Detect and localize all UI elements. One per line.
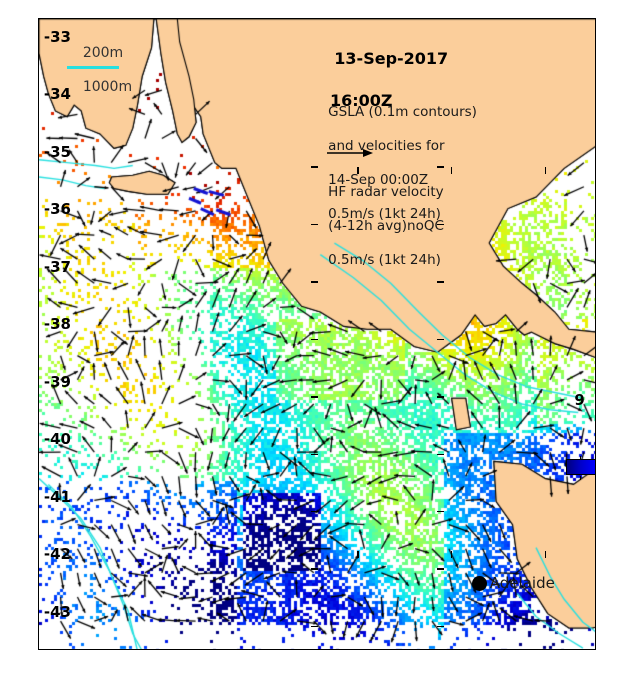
y-tick-label: -35 [43,142,71,161]
city-dot-icon [472,576,488,592]
y-tick-mark [436,223,444,226]
y-tick-label: -36 [43,200,71,219]
hf-radar-annotation: HF radar velocity (4-12h avg)noQC 0.5m/s… [311,166,595,628]
x-tick-mark [450,551,453,558]
hfradar-line-2: (4-12h avg)noQC [328,218,444,234]
y-tick-label: -43 [43,602,71,621]
y-tick-label: -40 [43,430,71,449]
bathymetry-key: 200m 1000m [65,28,132,113]
city-label: Adelaide [489,573,555,592]
timestamp-time: 16:00Z [330,91,393,110]
hfradar-line-1: HF radar velocity [328,184,444,200]
y-tick-label: -37 [43,257,71,276]
y-tick-mark [436,453,444,456]
y-tick-mark [311,223,318,226]
gsla-reference-arrow-icon [327,149,373,157]
gsla-line-2: and velocities for [328,138,445,154]
x-tick-mark [357,167,359,174]
colorbar: 4h comp, p50, all sats 91011121314151617 [566,371,595,543]
y-tick-mark [436,338,444,341]
x-tick-mark [357,551,359,558]
map-canvas [39,19,595,649]
y-tick-mark [311,338,318,341]
bathymetry-200m-label: 200m [82,45,124,61]
x-tick-mark [544,551,547,558]
y-tick-mark [311,166,318,168]
x-tick-mark [450,167,453,174]
bathymetry-contour-swatch [67,66,119,69]
colorbar-tick-label: 9 [574,391,585,409]
bathymetry-1000m-label: 1000m [82,79,133,95]
map-plot-frame: 200m 1000m 13-Sep-2017 16:00Z GSLA (0.1m… [38,18,596,650]
gsla-line-1: GSLA (0.1m contours) [328,104,477,120]
y-tick-mark [436,568,444,570]
x-tick-mark [544,167,547,174]
colorbar-tick [579,476,582,480]
hfradar-line-3: 0.5m/s (1kt 24h) [328,252,441,268]
y-tick-mark [311,625,318,628]
y-tick-mark [436,625,444,628]
y-tick-mark [311,453,318,456]
y-tick-mark [436,510,444,513]
y-tick-mark [311,568,318,570]
colorbar-gradient [566,456,595,480]
y-tick-mark [436,166,444,168]
gsla-line-3: 14-Sep 00:00Z [328,172,429,188]
y-tick-label: -41 [43,487,71,506]
y-tick-mark [311,396,318,398]
gsla-line-4: 0.5m/s (1kt 24h) [328,206,441,222]
colorbar-tick [579,456,582,460]
timestamp-annotation: 13-Sep-2017 16:00Z [312,27,448,153]
y-tick-label: -33 [43,28,71,46]
y-tick-label: -38 [43,315,71,334]
timestamp-date: 13-Sep-2017 [334,49,449,68]
y-tick-mark [436,396,444,398]
y-tick-mark [311,510,318,513]
y-tick-mark [311,281,318,283]
gsla-annotation: GSLA (0.1m contours) and velocities for … [311,87,477,240]
y-tick-label: -34 [43,85,71,104]
y-tick-label: -39 [43,372,71,391]
y-tick-mark [436,281,444,283]
y-tick-label: -42 [43,545,71,564]
